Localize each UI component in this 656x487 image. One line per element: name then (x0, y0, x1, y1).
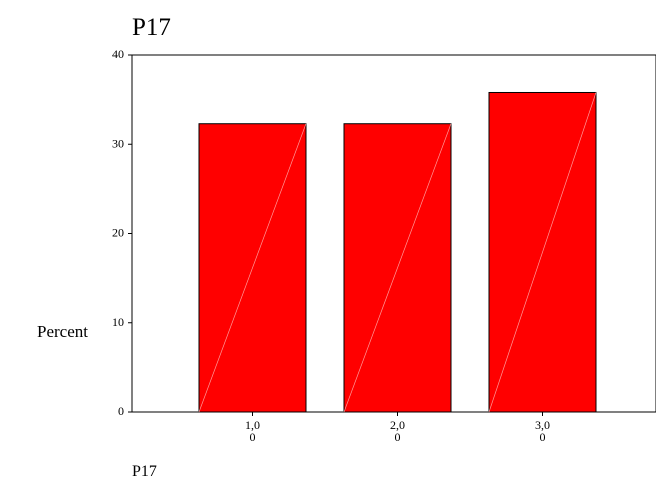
x-axis: 1,0 02,0 03,0 0 (245, 412, 550, 444)
bar-diagonal-0 (198, 123, 307, 413)
x-tick-label-line-1-1: 0 (395, 430, 401, 444)
x-tick-label-line-2-1: 0 (540, 430, 546, 444)
x-tick-label-1: 2,0 0 (390, 418, 405, 444)
y-tick-label-4: 40 (112, 47, 124, 61)
x-axis-label: P17 (132, 463, 157, 480)
y-tick-label-3: 30 (112, 136, 124, 150)
x-tick-label-line-2-0: 3,0 (535, 418, 550, 432)
chart-title: P17 (132, 14, 171, 41)
bar-diagonal-1 (343, 123, 452, 413)
y-axis: 0 10 20 30 40 (112, 47, 133, 418)
x-tick-label-line-1-0: 2,0 (390, 418, 405, 432)
y-tick-label-0: 0 (118, 404, 124, 418)
bar-diagonal-2 (488, 92, 597, 413)
y-tick-label-1: 10 (112, 315, 124, 329)
bars-group (198, 91, 597, 413)
y-axis-label: Percent (37, 322, 88, 341)
x-tick-label-2: 3,0 0 (535, 418, 550, 444)
x-tick-label-line-0-0: 1,0 (245, 418, 260, 432)
x-tick-label-0: 1,0 0 (245, 418, 260, 444)
y-tick-label-2: 20 (112, 226, 124, 240)
x-tick-label-line-0-1: 0 (250, 430, 256, 444)
